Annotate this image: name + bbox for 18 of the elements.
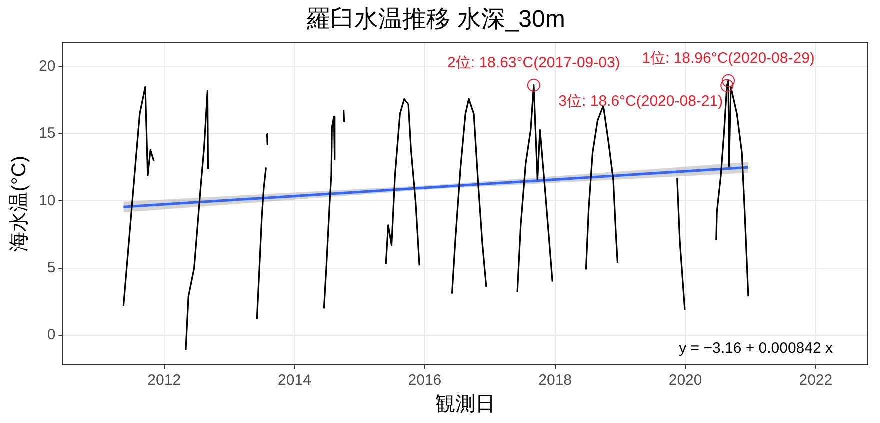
annotation: y = −3.16 + 0.000842 x — [679, 340, 834, 357]
x-tick-label: 2022 — [799, 372, 833, 390]
annotation: 2位: 18.63°C(2017-09-03) — [448, 54, 620, 72]
y-tick-label: 0 — [47, 326, 56, 344]
y-tick-label: 5 — [47, 259, 56, 276]
annotation: 3位: 18.6°C(2020-08-21) — [558, 92, 724, 110]
x-tick-label: 2016 — [408, 372, 442, 390]
x-tick-label: 2014 — [278, 372, 312, 390]
y-tick-label: 20 — [38, 58, 56, 76]
y-tick-label: 15 — [38, 125, 56, 142]
x-tick-label: 2012 — [148, 372, 182, 390]
x-axis-title: 観測日 — [435, 394, 496, 416]
x-tick-label: 2020 — [668, 372, 702, 390]
x-tick-label: 2018 — [538, 372, 572, 390]
y-tick-label: 10 — [38, 192, 56, 210]
y-axis-title: 海水温(°C) — [8, 156, 31, 252]
chart-title: 羅臼水温推移 水深_30m — [306, 6, 566, 34]
annotation: 1位: 18.96°C(2020-08-29) — [642, 50, 815, 68]
